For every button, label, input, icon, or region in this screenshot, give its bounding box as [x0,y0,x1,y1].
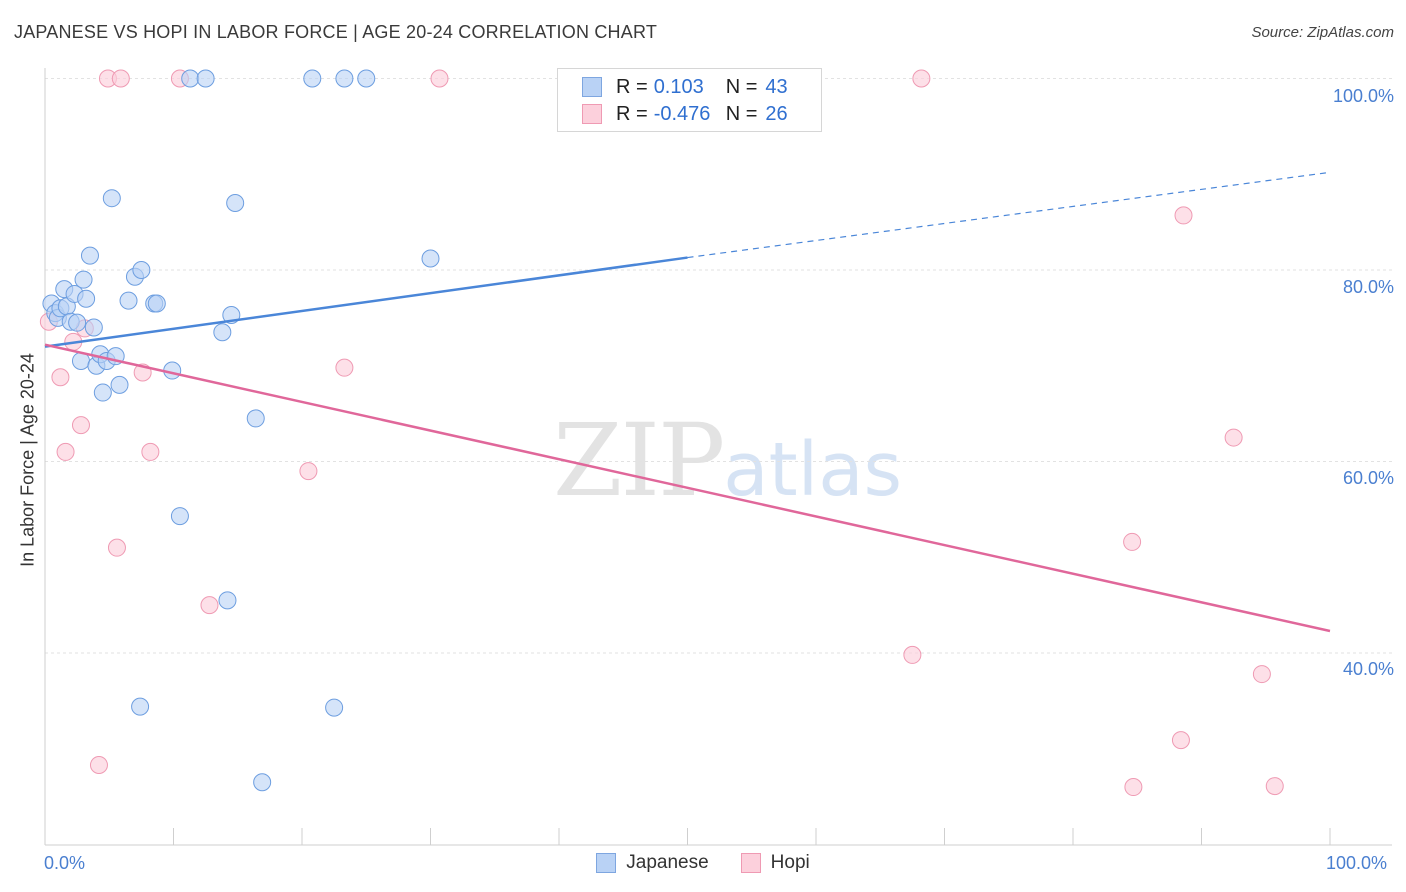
legend-r-label: R = [616,75,648,98]
japanese-point [335,69,354,88]
japanese-point [77,289,96,308]
x-tick-label-min: 0.0% [44,853,86,873]
japanese-point [80,246,99,265]
legend-r-value-japanese: 0.103 [653,75,704,98]
legend-n-label: N = [725,102,758,125]
hopi-trend-line [44,343,1331,633]
hopi-point [89,756,108,775]
hopi-point [141,442,160,461]
y-tick-label-100: 100.0% [1332,86,1394,106]
hopi-point [1174,206,1193,225]
japanese-point [119,291,138,310]
series-legend-hopi[interactable]: Hopi [740,852,810,874]
legend-n-value-hopi: 26 [765,102,788,125]
hopi-point [1124,778,1143,797]
hopi-point [1265,777,1284,796]
japanese-point [132,261,151,279]
series-swatch-hopi [740,853,761,873]
japanese-point [213,323,232,342]
japanese-point [102,189,121,208]
legend-row-japanese: R = 0.103 N = 43 [582,76,788,98]
japanese-point [74,270,93,289]
japanese-point [131,697,150,716]
series-legend-label-hopi: Hopi [770,852,810,873]
y-axis-label: In Labor Force | Age 20-24 [17,353,38,567]
series-swatch-japanese [596,853,617,873]
hopi-point [1171,731,1190,750]
japanese-point [110,375,129,394]
japanese-point [226,193,245,212]
source-label: Source: ZipAtlas.com [1251,24,1394,41]
hopi-point [111,69,130,88]
hopi-point [200,596,219,615]
japanese-point [181,69,200,88]
japanese-trend-extension [687,171,1331,259]
japanese-point [325,698,344,717]
japanese-point [253,773,272,792]
stats-legend: R = 0.103 N = 43 R = -0.476 N = 26 [557,68,822,132]
hopi-point [56,442,75,461]
japanese-point [421,249,440,268]
hopi-point [1224,428,1243,447]
hopi-point [299,462,318,481]
japanese-point [147,294,166,313]
x-tick-label-max: 100.0% [1326,853,1388,873]
watermark: ZIPatlas [553,402,902,519]
legend-r-label: R = [616,102,648,125]
series-legend-japanese[interactable]: Japanese [596,852,709,874]
legend-r-value-hopi: -0.476 [653,102,711,125]
legend-row-hopi: R = -0.476 N = 26 [582,103,788,125]
japanese-point [303,69,322,88]
japanese-trend-line [44,256,688,348]
japanese-point [218,591,237,610]
hopi-point [71,416,90,435]
y-tick-label-60: 60.0% [1342,468,1394,488]
hopi-point [1123,532,1142,551]
legend-swatch-japanese [582,77,602,97]
hopi-point [912,69,931,88]
legend-swatch-hopi [582,104,602,124]
legend-n-value-japanese: 43 [765,75,788,98]
y-tick-label-80: 80.0% [1342,277,1394,297]
y-tick-label-40: 40.0% [1342,659,1394,679]
japanese-point [357,69,376,88]
japanese-point [93,383,112,402]
series-legend-label-japanese: Japanese [626,852,709,873]
japanese-point [170,507,189,526]
hopi-point [51,368,70,387]
japanese-point [246,409,265,428]
japanese-point [196,69,215,88]
watermark-zip: ZIP [553,402,725,519]
hopi-point [430,69,449,88]
watermark-atlas: atlas [723,427,903,513]
hopi-point [107,538,126,557]
hopi-point [335,358,354,377]
japanese-point [84,318,103,337]
japanese-point [68,313,87,332]
series-legend: Japanese Hopi [0,852,1406,874]
hopi-point [903,645,922,664]
chart-title: JAPANESE VS HOPI IN LABOR FORCE | AGE 20… [14,22,658,42]
legend-n-label: N = [725,75,758,98]
hopi-point [1252,665,1271,684]
